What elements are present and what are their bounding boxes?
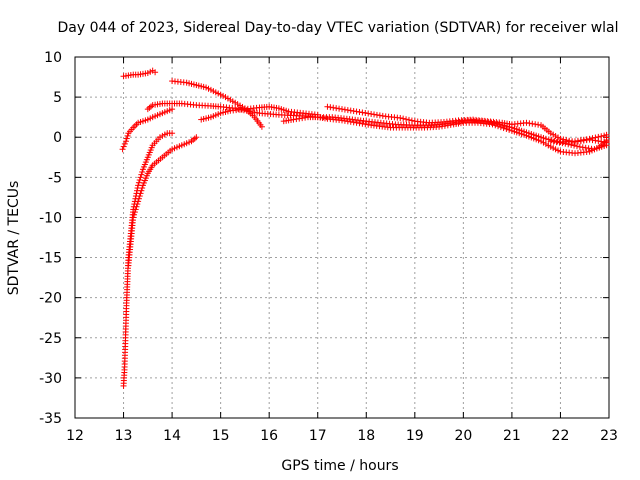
y-tick-label: 10 <box>44 50 62 66</box>
data-point <box>119 146 126 153</box>
data-point <box>139 168 146 175</box>
data-point <box>135 198 142 205</box>
data-point <box>134 201 141 208</box>
y-tick-label: 5 <box>53 90 62 106</box>
data-point <box>403 116 410 123</box>
data-point <box>573 143 580 150</box>
y-tick-label: -5 <box>48 170 62 186</box>
data-point <box>560 136 567 143</box>
data-point <box>193 134 200 141</box>
data-point <box>598 133 605 140</box>
data-point <box>258 123 265 130</box>
data-point <box>400 115 407 122</box>
y-tick-label: -35 <box>39 411 62 427</box>
data-point <box>121 140 128 147</box>
data-point <box>120 143 127 150</box>
x-tick-label: 23 <box>600 428 618 444</box>
x-tick-label: 21 <box>503 428 521 444</box>
data-point <box>563 137 570 144</box>
x-tick-label: 22 <box>552 428 570 444</box>
data-point <box>130 214 137 221</box>
data-point <box>603 131 610 138</box>
data-point <box>405 116 412 123</box>
data-point <box>542 135 549 142</box>
data-points <box>119 67 610 389</box>
data-point <box>408 117 415 124</box>
axes: 12 13 14 15 16 17 18 19 20 21 22 23 10 5 0 -5 -10 -15 -20 -… <box>39 50 618 444</box>
data-point <box>568 141 575 148</box>
data-point <box>122 138 129 145</box>
data-point <box>397 114 404 121</box>
data-point <box>133 203 140 210</box>
data-point <box>557 135 564 142</box>
y-tick-label: -30 <box>39 371 62 387</box>
y-tick-label: -10 <box>39 210 62 226</box>
y-tick-label: -25 <box>39 331 62 347</box>
x-axis-label: GPS time / hours <box>281 458 398 474</box>
data-point <box>152 69 159 76</box>
data-point <box>138 171 145 178</box>
data-point <box>169 130 176 137</box>
y-axis-label: SDTVAR / TECUs <box>6 181 22 296</box>
y-tick-label: -20 <box>39 291 62 307</box>
y-tick-label: -15 <box>39 251 62 267</box>
data-point <box>138 187 145 194</box>
data-point <box>131 209 138 216</box>
x-tick-label: 14 <box>163 428 181 444</box>
x-tick-label: 15 <box>212 428 230 444</box>
data-point <box>136 193 143 200</box>
data-point <box>124 132 131 139</box>
plot-frame <box>74 56 610 419</box>
data-point <box>569 138 576 145</box>
data-point <box>139 185 146 192</box>
grid <box>75 57 609 418</box>
y-tick-label: 0 <box>53 130 62 146</box>
data-point <box>571 142 578 149</box>
chart-title: Day 044 of 2023, Sidereal Day-to-day VTE… <box>57 20 618 36</box>
x-tick-label: 13 <box>115 428 133 444</box>
x-tick-label: 18 <box>357 428 375 444</box>
x-tick-label: 12 <box>66 428 84 444</box>
x-tick-label: 19 <box>406 428 424 444</box>
data-point <box>503 125 510 132</box>
data-point <box>123 135 130 142</box>
x-tick-label: 17 <box>309 428 327 444</box>
data-point <box>137 174 144 181</box>
x-tick-label: 16 <box>260 428 278 444</box>
data-point <box>131 211 138 218</box>
data-point <box>566 137 573 144</box>
x-tick-label: 20 <box>454 428 472 444</box>
data-point <box>562 140 569 147</box>
data-point <box>169 106 176 113</box>
data-point <box>132 206 139 213</box>
data-point <box>135 179 142 186</box>
data-point <box>135 195 142 202</box>
data-point <box>136 177 143 184</box>
data-point <box>565 141 572 148</box>
data-point <box>137 190 144 197</box>
